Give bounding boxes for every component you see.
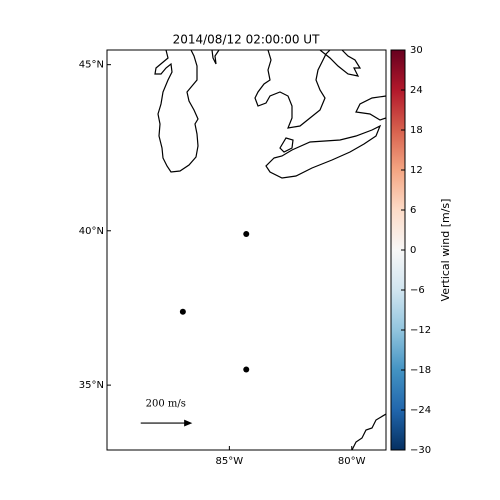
colorbar-label: Vertical wind [m/s] [439, 199, 452, 302]
station-point [179, 308, 186, 315]
y-tick-label: 35°N [79, 380, 104, 391]
lake-ontario [355, 95, 386, 121]
green-bay-shore [211, 50, 220, 65]
colorbar-tick-label: 24 [410, 85, 423, 96]
colorbar-tick-label: 6 [410, 205, 416, 216]
station-point [243, 366, 250, 373]
colorbar-tick-label: 0 [410, 245, 416, 256]
x-tick-label: 85°W [216, 456, 244, 467]
map-frame [106, 49, 387, 451]
colorbar-tick-label: 30 [410, 45, 423, 56]
lake-michigan [154, 50, 199, 173]
colorbar-tick-label: −24 [410, 405, 431, 416]
map-title: 2014/08/12 02:00:00 UT [173, 33, 320, 47]
colorbar-tick-label: 12 [410, 165, 423, 176]
y-tick-label: 40°N [79, 226, 104, 237]
quiver-key-label: 200 m/s [146, 399, 186, 410]
quiver-key-arrow [140, 419, 193, 427]
michigan-thumb [254, 50, 331, 129]
colorbar-tick-label: −12 [410, 325, 431, 336]
colorbar-tick-label: 18 [410, 125, 423, 136]
lake-erie [265, 124, 382, 179]
y-tick-label: 45°N [79, 60, 104, 71]
colorbar-tick-label: −30 [410, 445, 431, 456]
lake-st-clair [279, 137, 294, 153]
x-tick-label: 80°W [338, 456, 366, 467]
atlantic-coast [351, 413, 386, 450]
colorbar-tick-label: −6 [410, 285, 425, 296]
huron-shore [319, 50, 362, 77]
colorbar-tick-label: −18 [410, 365, 431, 376]
station-point [243, 230, 250, 237]
coastlines [154, 50, 386, 450]
